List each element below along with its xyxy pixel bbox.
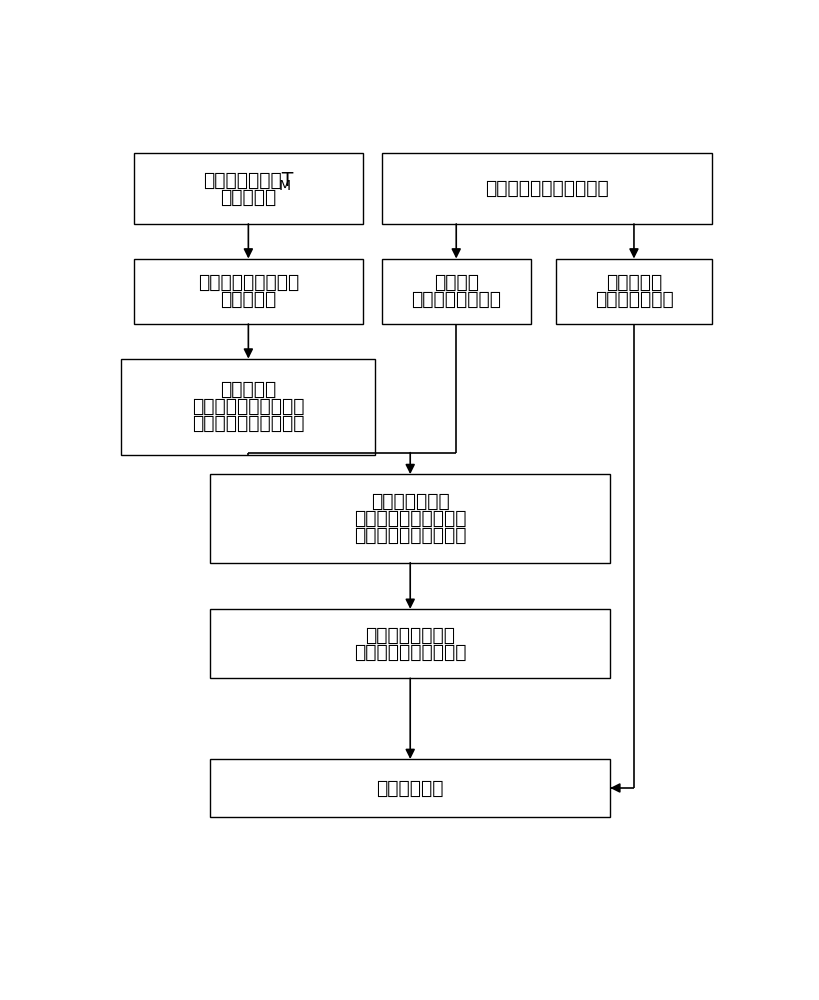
Bar xyxy=(134,153,363,224)
Text: 设置参数，: 设置参数， xyxy=(220,290,277,309)
Bar xyxy=(121,359,375,455)
Text: 导出反馈点温度T: 导出反馈点温度T xyxy=(203,171,293,190)
Text: 获得各个参数在不同时: 获得各个参数在不同时 xyxy=(192,397,305,416)
Bar xyxy=(210,474,610,563)
Text: 实验对比验证: 实验对比验证 xyxy=(377,778,444,797)
Bar xyxy=(210,759,610,817)
Text: 基于敏感性分析结果和: 基于敏感性分析结果和 xyxy=(354,526,467,545)
Bar xyxy=(134,259,363,324)
Text: 的精确表征形式: 的精确表征形式 xyxy=(371,492,450,511)
Bar xyxy=(382,153,712,224)
Bar xyxy=(382,259,531,324)
Text: 实测温度: 实测温度 xyxy=(434,273,479,292)
Text: 获得反馈测温针的: 获得反馈测温针的 xyxy=(411,290,501,309)
Text: 针对体模进行热消融实验: 针对体模进行热消融实验 xyxy=(485,179,609,198)
Bar xyxy=(210,609,610,678)
Text: M: M xyxy=(278,179,291,193)
Text: 的实测温度: 的实测温度 xyxy=(606,273,662,292)
Text: 建立温度场仿真模型: 建立温度场仿真模型 xyxy=(197,273,299,292)
Text: 测量温度，: 测量温度， xyxy=(220,188,277,207)
Bar xyxy=(556,259,712,324)
Text: 刻的敏感性: 刻的敏感性 xyxy=(220,380,277,399)
Text: 获得验证测温针: 获得验证测温针 xyxy=(595,290,673,309)
Text: 场模型，进行仿真: 场模型，进行仿真 xyxy=(365,626,455,645)
Text: 将各反馈函数代入温度: 将各反馈函数代入温度 xyxy=(354,643,467,662)
Text: 单针反馈，获得各参数: 单针反馈，获得各参数 xyxy=(354,509,467,528)
Text: 对参数进行方差分析，: 对参数进行方差分析， xyxy=(192,414,305,433)
